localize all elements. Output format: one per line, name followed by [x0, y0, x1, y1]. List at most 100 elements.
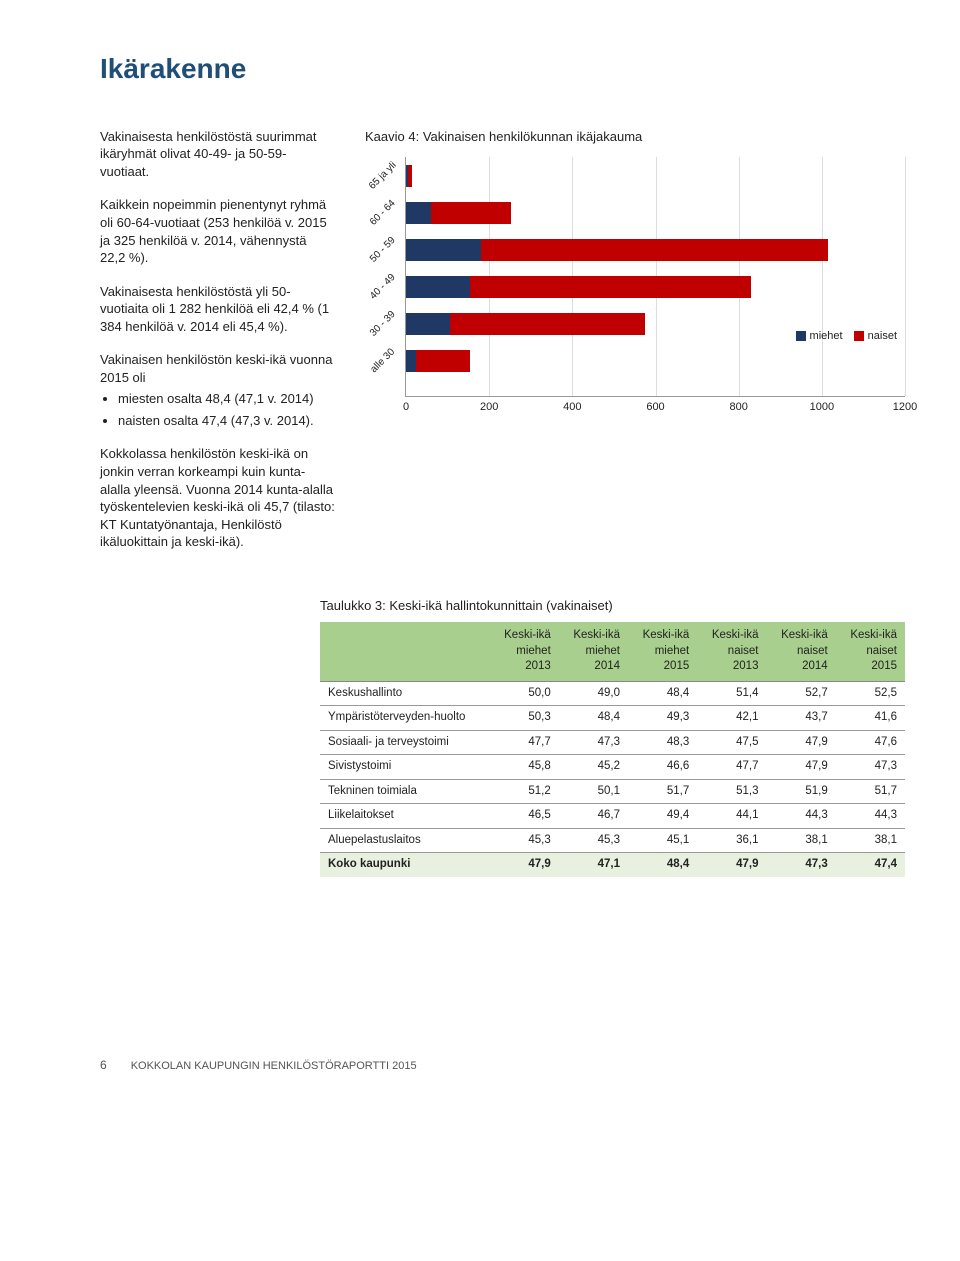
table-header-cell: Keski-ikämiehet2015	[628, 622, 697, 681]
table-cell: 50,1	[559, 779, 628, 804]
table-cell: 51,7	[628, 779, 697, 804]
table-cell: 51,9	[766, 779, 835, 804]
x-tick-label: 800	[729, 400, 747, 415]
table-cell: 47,1	[559, 853, 628, 877]
page-title: Ikärakenne	[100, 50, 905, 88]
page-footer: 6 KOKKOLAN KAUPUNGIN HENKILÖSTÖRAPORTTI …	[100, 1057, 905, 1074]
chart-wrap: 020040060080010001200 miehet naiset 65 j…	[365, 157, 905, 421]
bar-chart: 020040060080010001200	[405, 157, 905, 397]
paragraph-3: Vakinaisesta henkilöstöstä yli 50-vuotia…	[100, 283, 335, 336]
table-cell: 51,3	[697, 779, 766, 804]
bar-segment-miehet	[406, 202, 431, 224]
x-tick-label: 200	[480, 400, 498, 415]
table-header-blank	[320, 622, 490, 681]
table-cell: 46,5	[490, 804, 559, 829]
y-category-label: 40 - 49	[367, 271, 399, 303]
bar-row	[406, 313, 645, 335]
bar-row	[406, 202, 511, 224]
page-number: 6	[100, 1057, 107, 1073]
row-label: Keskushallinto	[320, 681, 490, 706]
table-cell: 47,3	[766, 853, 835, 877]
table-cell: 49,3	[628, 706, 697, 731]
table-header-cell: Keski-ikänaiset2014	[766, 622, 835, 681]
chart-legend: miehet naiset	[796, 329, 905, 346]
table-cell: 47,9	[766, 730, 835, 755]
table-cell: 47,9	[697, 853, 766, 877]
table-body: Keskushallinto50,049,048,451,452,752,5Ym…	[320, 681, 905, 877]
table-header-cell: Keski-ikämiehet2014	[559, 622, 628, 681]
bar-segment-naiset	[450, 313, 645, 335]
table-cell: 47,9	[766, 755, 835, 780]
table-cell: 43,7	[766, 706, 835, 731]
table-cell: 48,4	[628, 853, 697, 877]
left-column: Vakinaisesta henkilöstöstä suurimmat ikä…	[100, 128, 335, 567]
document-name: KOKKOLAN KAUPUNGIN HENKILÖSTÖRAPORTTI 20…	[131, 1059, 417, 1074]
bar-segment-naiset	[416, 350, 470, 372]
bullet-2: naisten osalta 47,4 (47,3 v. 2014).	[118, 412, 335, 430]
bullet-list: miesten osalta 48,4 (47,1 v. 2014) naist…	[100, 390, 335, 429]
y-category-label: alle 30	[368, 346, 398, 376]
table-cell: 48,4	[559, 706, 628, 731]
y-category-label: 50 - 59	[367, 234, 399, 266]
table-header-cell: Keski-ikänaiset2015	[836, 622, 905, 681]
table-cell: 47,6	[836, 730, 905, 755]
table-cell: 48,3	[628, 730, 697, 755]
bar-segment-miehet	[406, 239, 481, 261]
table-cell: 41,6	[836, 706, 905, 731]
row-label: Liikelaitokset	[320, 804, 490, 829]
row-label: Ympäristöterveyden-huolto	[320, 706, 490, 731]
table-title: Taulukko 3: Keski-ikä hallintokunnittain…	[320, 597, 905, 615]
bar-row	[406, 239, 828, 261]
legend-miehet: miehet	[796, 329, 843, 344]
table-cell: 45,2	[559, 755, 628, 780]
table-header-cell: Keski-ikänaiset2013	[697, 622, 766, 681]
bar-segment-naiset	[408, 165, 412, 187]
table-row: Sosiaali- ja terveystoimi47,747,348,3 47,…	[320, 730, 905, 755]
table-cell: 36,1	[697, 828, 766, 853]
row-label: Sivistystoimi	[320, 755, 490, 780]
table-cell: 52,7	[766, 681, 835, 706]
table-cell: 45,1	[628, 828, 697, 853]
table-cell: 47,4	[836, 853, 905, 877]
table-cell: 47,7	[697, 755, 766, 780]
bar-segment-naiset	[470, 276, 751, 298]
chart-title: Kaavio 4: Vakinaisen henkilökunnan ikäja…	[365, 128, 905, 146]
bar-row	[406, 276, 751, 298]
y-category-label: 60 - 64	[367, 197, 399, 229]
legend-label-miehet: miehet	[810, 329, 843, 344]
table-row: Sivistystoimi45,845,246,647,747,947,3	[320, 755, 905, 780]
right-column: Kaavio 4: Vakinaisen henkilökunnan ikäja…	[365, 128, 905, 567]
x-tick-label: 1000	[810, 400, 834, 415]
row-label: Aluepelastuslaitos	[320, 828, 490, 853]
table-cell: 48,4	[628, 681, 697, 706]
paragraph-1: Vakinaisesta henkilöstöstä suurimmat ikä…	[100, 128, 335, 181]
bar-segment-miehet	[406, 276, 470, 298]
x-tick-label: 400	[563, 400, 581, 415]
paragraph-4: Vakinaisen henkilöstön keski-ikä vuonna …	[100, 351, 335, 386]
table-cell: 44,3	[836, 804, 905, 829]
table-cell: 44,3	[766, 804, 835, 829]
table-total-row: Koko kaupunki47,947,148,447,947,347,4	[320, 853, 905, 877]
table-cell: 47,3	[836, 755, 905, 780]
table-head: Keski-ikämiehet2013Keski-ikämiehet2014Ke…	[320, 622, 905, 681]
row-label: Sosiaali- ja terveystoimi	[320, 730, 490, 755]
row-label: Tekninen toimiala	[320, 779, 490, 804]
table-cell: 46,6	[628, 755, 697, 780]
table-cell: 45,3	[490, 828, 559, 853]
table-cell: 45,8	[490, 755, 559, 780]
table-cell: 46,7	[559, 804, 628, 829]
x-tick-label: 600	[646, 400, 664, 415]
bar-segment-miehet	[406, 350, 416, 372]
table-cell: 47,3	[559, 730, 628, 755]
table-cell: 47,9	[490, 853, 559, 877]
table-cell: 42,1	[697, 706, 766, 731]
table-cell: 50,3	[490, 706, 559, 731]
table-header-cell: Keski-ikämiehet2013	[490, 622, 559, 681]
table-cell: 47,7	[490, 730, 559, 755]
table-cell: 49,0	[559, 681, 628, 706]
bar-segment-naiset	[431, 202, 511, 224]
table-row: Keskushallinto50,049,048,451,452,752,5	[320, 681, 905, 706]
table-cell: 51,2	[490, 779, 559, 804]
table-row: Liikelaitokset46,546,749,444,144,344,3	[320, 804, 905, 829]
table-cell: 51,4	[697, 681, 766, 706]
